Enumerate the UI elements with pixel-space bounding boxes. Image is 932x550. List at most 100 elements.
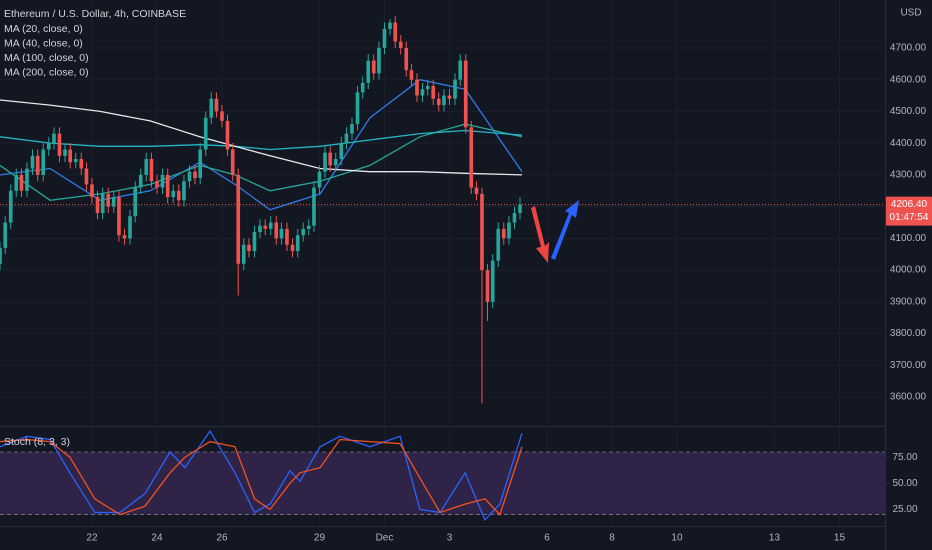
candle-body [63,149,67,156]
candle-body [279,228,284,239]
candle-body [512,212,517,223]
candle-body [225,120,230,150]
candle-body [333,159,338,166]
candle-body [133,187,138,217]
candle-body [68,149,73,163]
candle-body [447,95,452,99]
x-tick-label: 15 [834,533,846,544]
candle-body [268,222,273,229]
y-tick-label: 4100.00 [890,233,927,244]
candle-body [436,98,441,106]
candle-body [35,155,40,175]
y-tick-label: 4600.00 [890,74,927,85]
candle-body [100,193,105,213]
currency-label: USD [900,8,921,19]
candle-body [393,22,398,42]
candle-body [155,181,159,188]
candle-body [41,149,46,175]
plot [0,16,885,521]
candle-body [79,159,84,169]
y-tick-label: 3600.00 [890,392,927,403]
candle-body [285,228,289,245]
candle-body [496,228,501,261]
candle-body [14,174,19,191]
grid [0,451,889,515]
candle-body [485,270,490,302]
candle-body [160,174,165,188]
x-tick-label: 6 [544,533,550,544]
candle-body [290,244,295,252]
candle-body [214,98,219,112]
candle-body [463,60,468,128]
candle-body [339,143,344,160]
candle-body [122,235,127,239]
candle-body [90,184,94,198]
candle-body [420,89,425,96]
candle-body [84,168,89,185]
candle-body [458,60,463,80]
moving-average-line [0,99,523,176]
candle-body [57,133,62,156]
candle-body [360,82,365,93]
candle-body [295,235,300,252]
candle-body [469,127,474,188]
candle-body [398,41,403,48]
candle-body [507,222,511,239]
x-tick-label: 13 [769,533,781,544]
candle-body [220,111,224,121]
candle-body [182,181,186,201]
candle-body [301,228,306,236]
candle-body [193,171,197,179]
x-tick-label: Dec [376,533,394,544]
y-tick-label: 4700.00 [890,43,927,54]
legend-entry: MA (100, close, 0) [4,52,89,64]
y-tick-label: 4500.00 [890,106,927,117]
candle-body [274,222,279,239]
candle-body [187,171,192,182]
candle-body [252,232,257,252]
candle-body [30,155,35,169]
candle-body [328,152,333,166]
candle-body [149,159,154,182]
candle-body [480,193,484,271]
x-tick-label: 3 [447,533,453,544]
candle-body [241,244,246,264]
candle-body [230,149,235,175]
candle-body [8,190,13,223]
candle-body [350,124,354,134]
legend-entry: MA (40, close, 0) [4,37,83,49]
x-tick-label: 24 [151,533,163,544]
candle-body [128,216,132,239]
candle-body [203,117,208,150]
candle-body [474,187,479,194]
y-tick-label: 4000.00 [890,265,927,276]
candle-body [165,174,170,198]
y-tick-label: 50.00 [892,478,917,489]
x-tick-label: 26 [216,533,228,544]
candle-body [25,168,29,191]
overbought-oversold-band [0,451,885,515]
x-tick-label: 22 [86,533,98,544]
moving-average-line [0,129,523,151]
indicator-title: Stoch (8, 3, 3) [4,436,70,448]
chart-title: Ethereum / U.S. Dollar, 4h, COINBASE [4,8,186,20]
y-tick-label: 25.00 [892,504,917,515]
candle-body [382,28,387,48]
candle-body [518,204,522,213]
stoch-line [0,438,523,516]
y-tick-label: 4400.00 [890,138,927,149]
candle-body [46,143,51,150]
candle-body [453,79,457,99]
last-price-label: 4206.40 [891,199,928,210]
candle-body [236,174,241,264]
last-price-box [886,196,932,226]
legend-entry: MA (20, close, 0) [4,23,83,35]
candle-body [409,70,414,80]
candle-body [209,98,214,118]
candle-body [317,171,322,188]
up-arrow [551,200,579,260]
candle-body [366,60,371,83]
candle-body [111,197,116,207]
candle-body [144,159,149,175]
